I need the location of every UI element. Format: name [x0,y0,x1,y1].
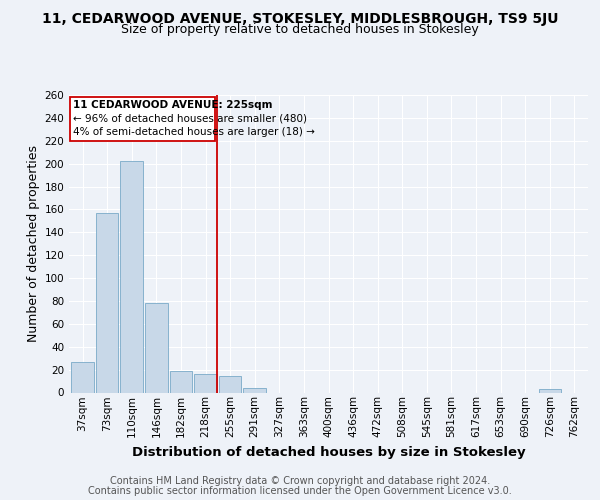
Text: Size of property relative to detached houses in Stokesley: Size of property relative to detached ho… [121,24,479,36]
Bar [170,371,192,392]
Text: Contains HM Land Registry data © Crown copyright and database right 2024.: Contains HM Land Registry data © Crown c… [110,476,490,486]
Bar [71,362,94,392]
Bar [244,388,266,392]
Text: ← 96% of detached houses are smaller (480): ← 96% of detached houses are smaller (48… [73,114,307,124]
Bar [219,376,241,392]
Y-axis label: Number of detached properties: Number of detached properties [27,145,40,342]
Bar [121,162,143,392]
Text: Contains public sector information licensed under the Open Government Licence v3: Contains public sector information licen… [88,486,512,496]
FancyBboxPatch shape [70,98,215,141]
Bar [96,213,118,392]
Text: 11, CEDARWOOD AVENUE, STOKESLEY, MIDDLESBROUGH, TS9 5JU: 11, CEDARWOOD AVENUE, STOKESLEY, MIDDLES… [42,12,558,26]
Bar [539,389,561,392]
Text: 4% of semi-detached houses are larger (18) →: 4% of semi-detached houses are larger (1… [73,127,315,137]
X-axis label: Distribution of detached houses by size in Stokesley: Distribution of detached houses by size … [131,446,526,458]
Text: 11 CEDARWOOD AVENUE: 225sqm: 11 CEDARWOOD AVENUE: 225sqm [73,100,272,110]
Bar [194,374,217,392]
Bar [145,303,167,392]
